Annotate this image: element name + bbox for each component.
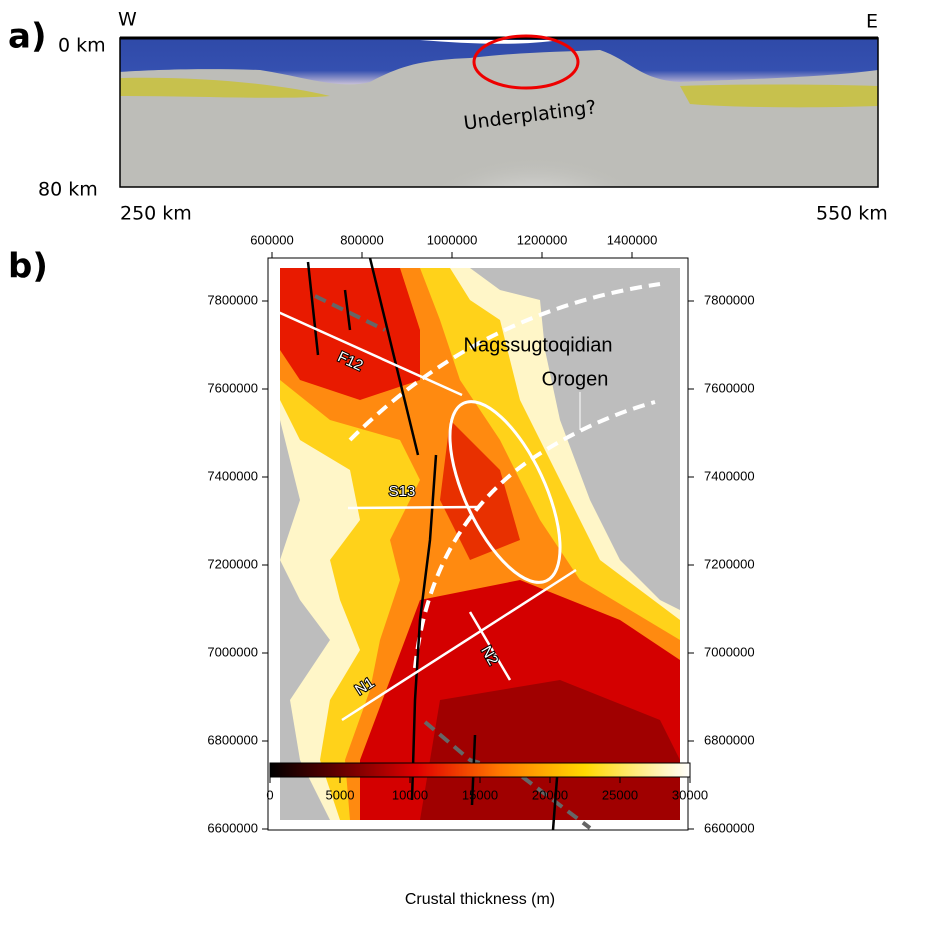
west-label: W (118, 9, 137, 31)
panel-label: b) (8, 247, 48, 287)
y-tick-label: 7200000 (207, 556, 258, 571)
x-tick-label: 1200000 (517, 232, 568, 247)
depth-bottom: 80 km (38, 179, 98, 201)
profile-label: S13 (389, 483, 416, 500)
x-tick-label: 1000000 (427, 232, 478, 247)
distance-right: 550 km (816, 203, 888, 225)
y-tick-label: 7800000 (704, 292, 755, 307)
colorbar-tick-label: 10000 (392, 787, 428, 802)
x-tick-label: 800000 (340, 232, 383, 247)
figure: a) W E 0 km 80 km 250 km 550 km Underpla… (0, 0, 926, 923)
distance-left: 250 km (120, 203, 192, 225)
y-tick-label: 6800000 (207, 732, 258, 747)
page: {"panel_a": {"label": "a)", "west": "W",… (0, 0, 926, 923)
colorbar-tick-label: 5000 (326, 787, 355, 802)
colorbar (270, 763, 690, 777)
y-tick-label: 7400000 (207, 468, 258, 483)
depth-top: 0 km (58, 35, 106, 57)
region-label: Nagssugtoqidian (464, 334, 613, 356)
x-tick-label: 1400000 (607, 232, 658, 247)
colorbar-tick-label: 15000 (462, 787, 498, 802)
x-tick-label: 600000 (250, 232, 293, 247)
region-label: Orogen (542, 368, 609, 390)
colorbar-tick-label: 30000 (672, 787, 708, 802)
y-tick-label: 6600000 (207, 820, 258, 835)
colorbar-tick-label: 0 (266, 787, 273, 802)
colorbar-tick-label: 25000 (602, 787, 638, 802)
y-tick-label: 7400000 (704, 468, 755, 483)
colorbar-label: Crustal thickness (m) (405, 891, 555, 908)
y-tick-label: 6600000 (704, 820, 755, 835)
panel-label: a) (8, 17, 46, 57)
y-tick-label: 7600000 (207, 380, 258, 395)
y-tick-label: 7200000 (704, 556, 755, 571)
y-tick-label: 7000000 (207, 644, 258, 659)
east-label: E (866, 11, 878, 33)
y-tick-label: 6800000 (704, 732, 755, 747)
y-tick-label: 7800000 (207, 292, 258, 307)
y-tick-label: 7600000 (704, 380, 755, 395)
colorbar-tick-label: 20000 (532, 787, 568, 802)
y-tick-label: 7000000 (704, 644, 755, 659)
